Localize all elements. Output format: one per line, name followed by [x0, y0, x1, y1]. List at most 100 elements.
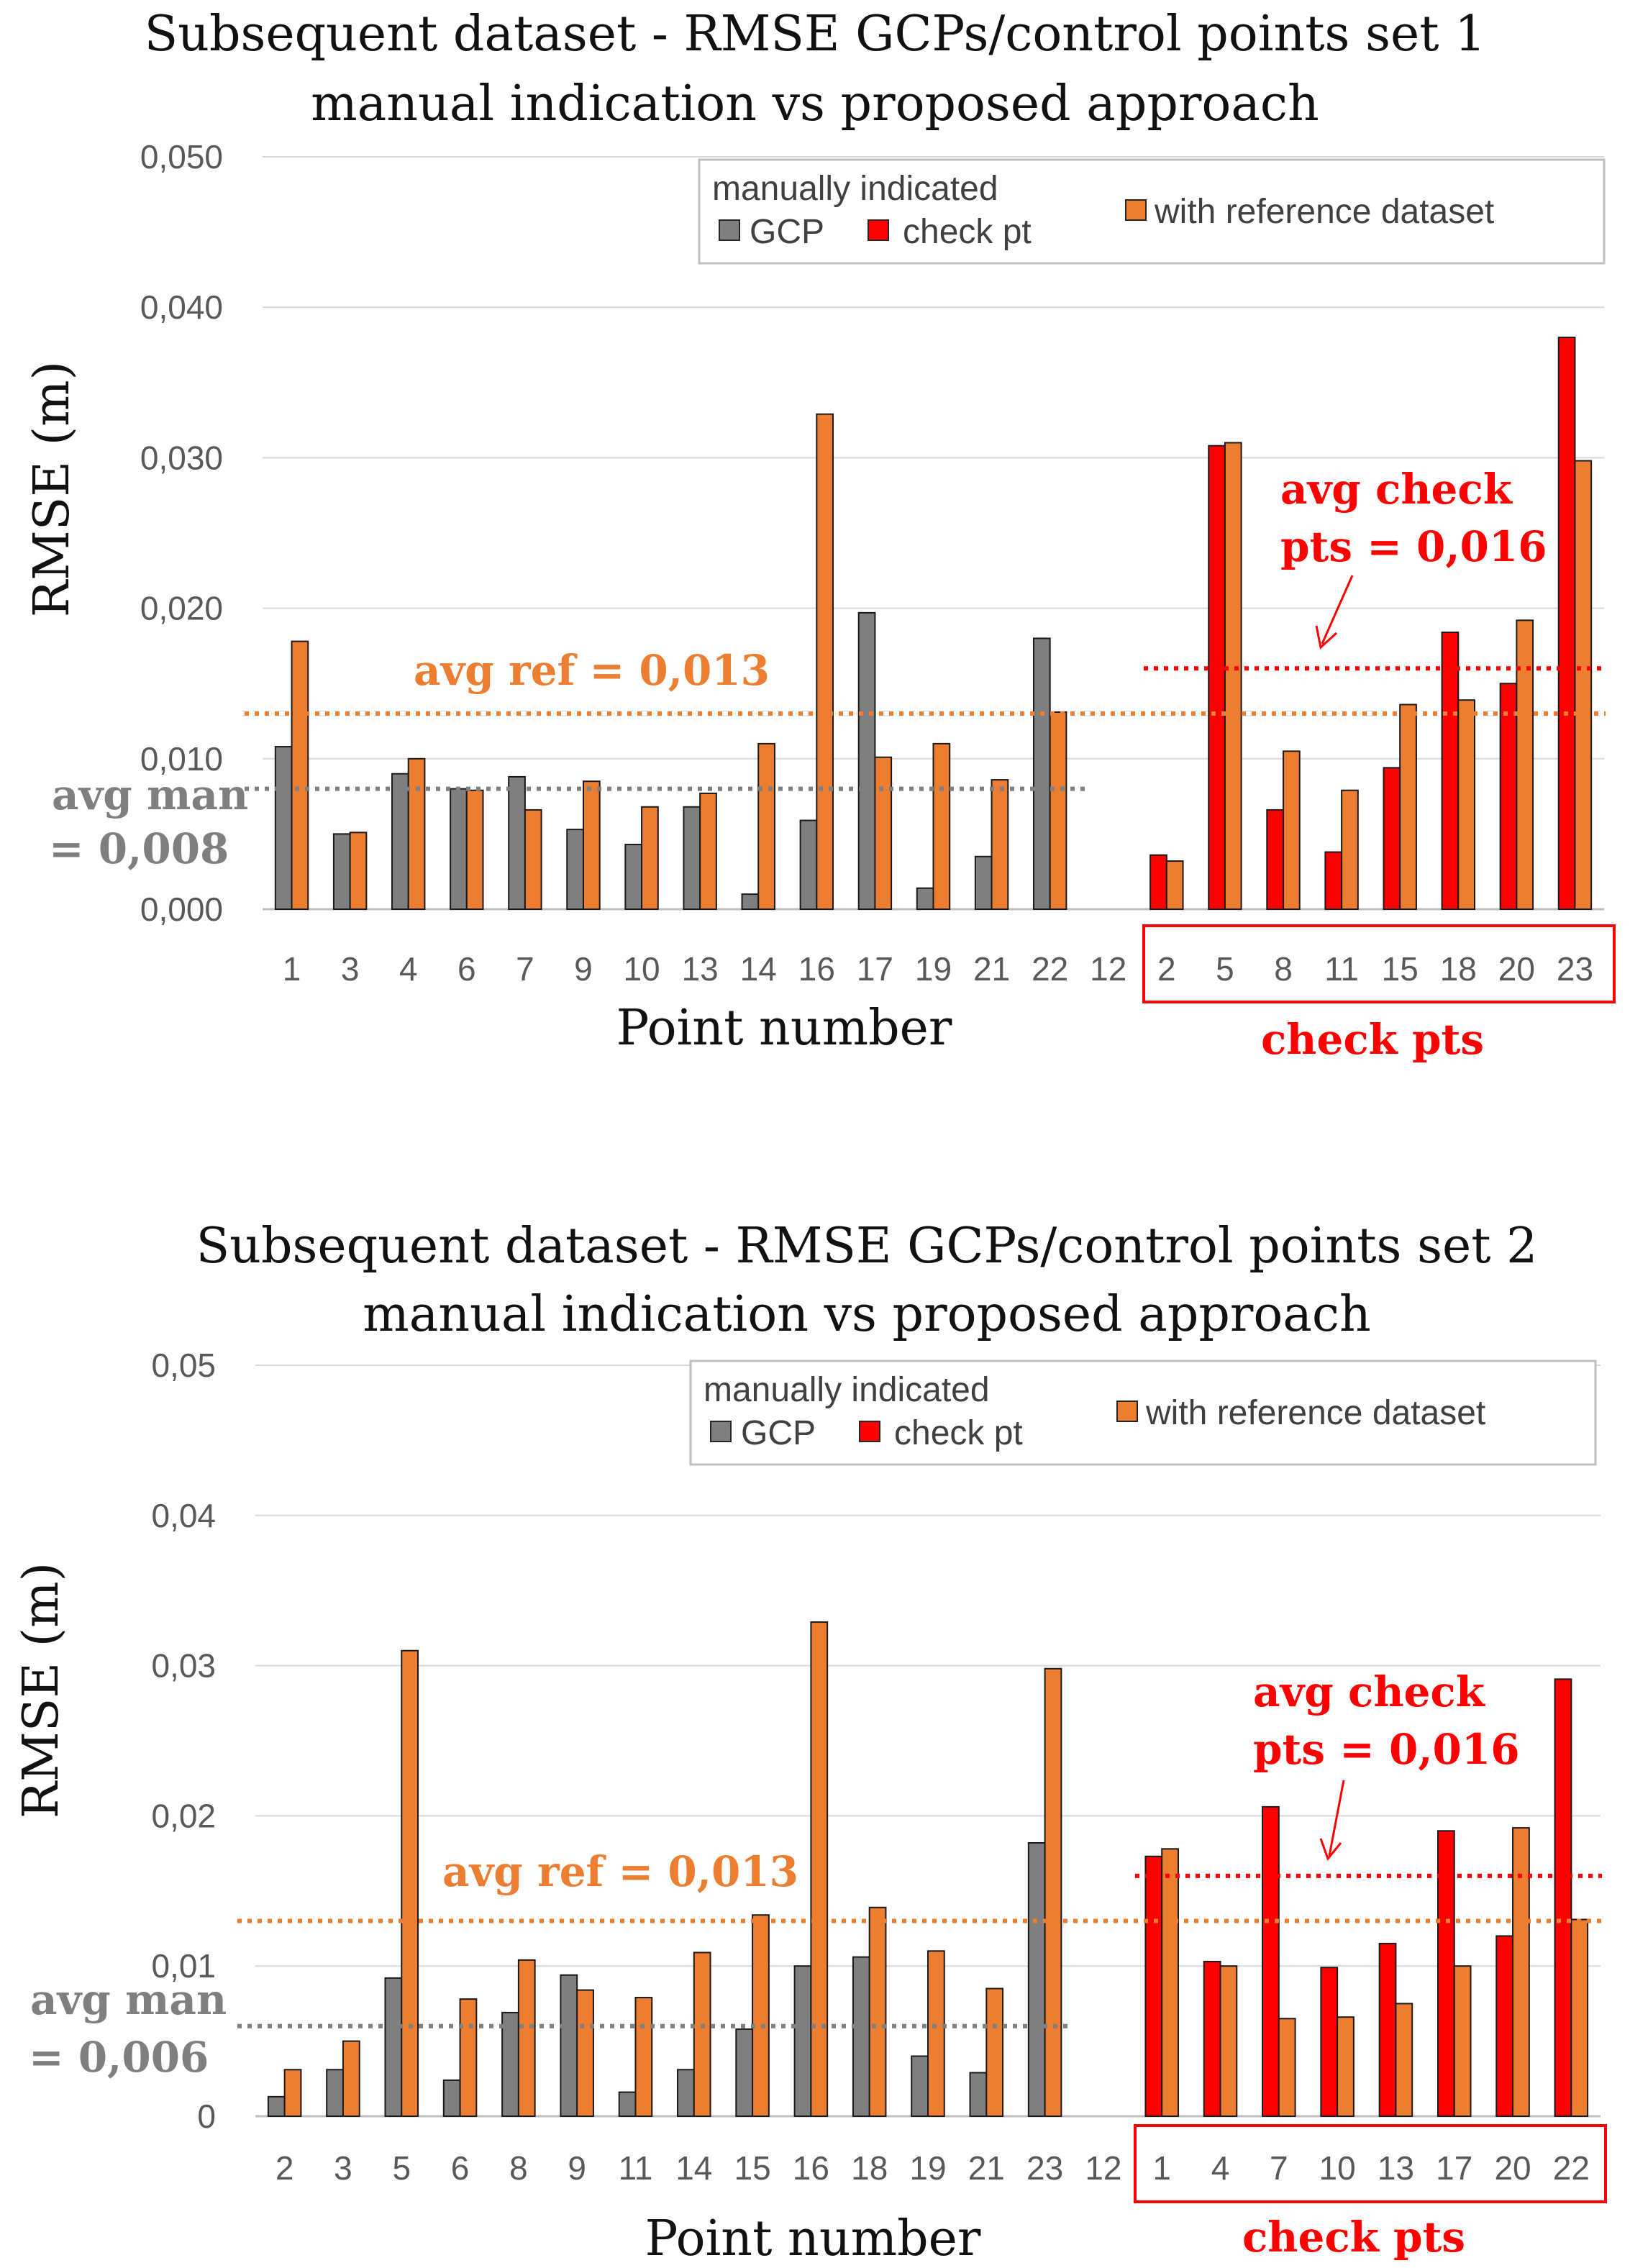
ref-bar — [1457, 699, 1475, 910]
chart-2-legend-box — [689, 1360, 1597, 1466]
x-tick-label: 3 — [341, 950, 360, 988]
gcp-bar — [677, 2069, 695, 2117]
gcp-bar — [326, 2069, 344, 2117]
gcp-bar — [267, 2095, 286, 2117]
ref-bar — [1044, 1667, 1062, 2117]
x-tick-label: 9 — [568, 2149, 586, 2187]
gcp-bar — [624, 844, 643, 910]
y-tick-label: 0,020 — [140, 590, 223, 627]
ref-bar — [291, 640, 309, 911]
x-tick-label: 20 — [1498, 950, 1535, 988]
x-tick-label: 1 — [283, 950, 301, 988]
chart-2-average-lines — [237, 1873, 1602, 2028]
check-pt-bar — [1495, 1935, 1514, 2117]
x-tick-label: 3 — [334, 2149, 352, 2187]
chart-1-avg-man-label-line2: = 0,008 — [49, 824, 229, 873]
x-tick-label: 21 — [973, 950, 1010, 988]
y-tick-label: 0,04 — [151, 1497, 216, 1534]
x-tick-label: 15 — [1382, 950, 1419, 988]
ref-bar — [757, 742, 775, 910]
ref-bar — [1395, 2003, 1413, 2117]
ref-bar — [459, 1998, 478, 2117]
chart-1-avg-ref-label: avg ref = 0,013 — [414, 646, 770, 695]
x-tick-label: 15 — [734, 2149, 771, 2187]
y-tick-label: 0,05 — [151, 1347, 216, 1384]
ref-bar — [1049, 711, 1067, 910]
check-pt-bar — [1320, 1967, 1339, 2118]
y-tick-label: 0,02 — [151, 1797, 216, 1834]
ref-bar — [816, 413, 834, 910]
chart-2-legend-ref-label: with reference dataset — [1145, 1394, 1485, 1432]
chart-2-title-line1: Subsequent dataset - RMSE GCPs/control p… — [196, 1218, 1538, 1275]
gcp-bar — [450, 788, 468, 911]
gcp-bar — [560, 1974, 578, 2118]
chart-2-legend: manually indicated GCP check pt with ref… — [689, 1360, 1597, 1466]
chart-1-title-line1: Subsequent dataset - RMSE GCPs/control p… — [145, 6, 1486, 63]
ref-bar — [1399, 703, 1417, 910]
ref-bar — [576, 1989, 594, 2117]
y-tick-label: 0,000 — [140, 891, 223, 928]
ref-bar — [699, 792, 717, 911]
chart-2-legend-check-label: check pt — [894, 1414, 1023, 1452]
x-tick-label: 23 — [1026, 2149, 1063, 2187]
ref-bar — [1570, 1918, 1589, 2117]
x-tick-label: 10 — [1319, 2149, 1356, 2187]
ref-bar — [1341, 789, 1359, 911]
chart-1-legend-header: manually indicated — [712, 170, 998, 208]
gcp-bar — [857, 611, 876, 910]
check-pt-bar — [1378, 1942, 1397, 2117]
x-tick-label: 9 — [574, 950, 593, 988]
ref-bar — [1516, 619, 1534, 910]
x-tick-label: 14 — [675, 2149, 712, 2187]
chart-2-avg-check-label-line1: avg check — [1253, 1667, 1486, 1716]
x-tick-label: 7 — [1270, 2149, 1288, 2187]
chart-2-legend-check-swatch — [859, 1421, 880, 1442]
ref-bar — [932, 742, 951, 910]
gcp-bar — [384, 1977, 403, 2118]
ref-bar — [1574, 460, 1593, 910]
ref-bar — [342, 2040, 360, 2118]
ref-bar — [868, 1906, 887, 2118]
x-tick-label: 14 — [740, 950, 777, 988]
chart-1-x-tick-labels: 1 3 4 6 7 9 10 13 14 16 17 19 21 22 12 2 5 8 11 15 18 20 23 — [283, 950, 1593, 988]
gcp-bar — [969, 2072, 988, 2117]
check-pt-bar — [1441, 632, 1460, 911]
y-tick-label: 0 — [197, 2098, 216, 2135]
chart-2-y-axis-label: RMSE (m) — [13, 1562, 70, 1818]
check-pt-bar — [1266, 809, 1285, 910]
check-pt-bar — [1383, 767, 1401, 911]
chart-2-avg-check-arrow — [1319, 1780, 1345, 1862]
chart-1-legend-gcp-swatch — [719, 219, 740, 241]
ref-bar — [985, 1987, 1004, 2118]
chart-1-avg-check-label-line1: avg check — [1280, 465, 1513, 514]
x-tick-label: 13 — [682, 950, 719, 988]
ref-bar — [407, 757, 426, 911]
x-tick-label: 16 — [793, 2149, 829, 2187]
x-tick-label: 5 — [1216, 950, 1234, 988]
chart-2-bars — [267, 1621, 1589, 2118]
x-tick-label: 5 — [392, 2149, 411, 2187]
chart-1-check-pts-box — [1142, 924, 1616, 1003]
gcp-bar — [799, 819, 818, 911]
chart-1-legend-ref-label: with reference dataset — [1154, 193, 1494, 231]
chart-1-x-axis-label: Point number — [616, 1000, 952, 1057]
gcp-bar — [916, 887, 934, 911]
x-tick-label: 22 — [1032, 950, 1068, 988]
gcp-bar — [1027, 1841, 1046, 2117]
ref-bar — [1165, 860, 1184, 911]
chart-2-y-tick-labels: 0 0,01 0,02 0,03 0,04 0,05 — [151, 1347, 216, 2135]
gcp-bar — [332, 833, 351, 911]
check-pt-bar — [1324, 851, 1343, 911]
chart-1-y-axis-label: RMSE (m) — [24, 361, 81, 617]
x-tick-label: 21 — [968, 2149, 1005, 2187]
gcp-bar — [274, 746, 293, 910]
chart-2-legend-ref-swatch — [1116, 1401, 1138, 1422]
check-pt-bar — [1437, 1830, 1455, 2118]
chart-2-x-axis-label: Point number — [645, 2210, 981, 2267]
gcp-bar — [741, 893, 760, 910]
gcp-bar — [852, 1956, 870, 2118]
chart-1-gridlines — [263, 156, 1604, 911]
check-pt-bar — [1262, 1805, 1280, 2118]
y-tick-label: 0,03 — [151, 1647, 216, 1685]
